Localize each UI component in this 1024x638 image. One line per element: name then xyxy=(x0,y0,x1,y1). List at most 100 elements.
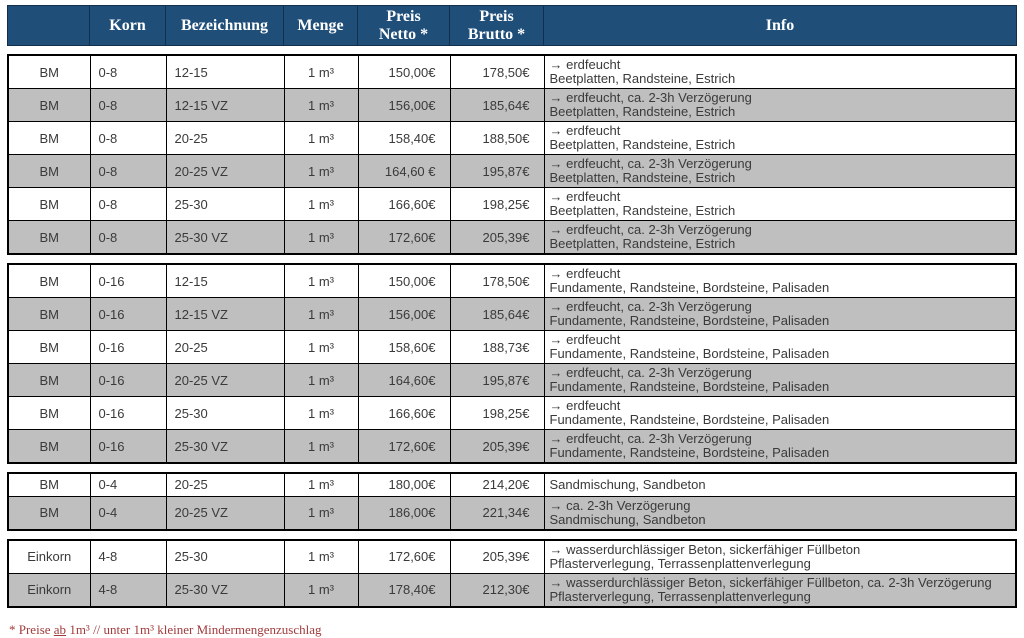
cell-menge: 1 m³ xyxy=(283,396,359,430)
cell-preis-netto: 164,60 € xyxy=(357,154,451,188)
cell-korn: 0-16 xyxy=(89,263,167,298)
cell-menge: 1 m³ xyxy=(283,54,359,89)
cell-sorte: BM xyxy=(7,495,91,530)
cell-preis-brutto: 178,50€ xyxy=(449,263,545,298)
price-group-bm-0-4: BM 0-4 20-25 1 m³ 180,00€ 214,20€ Sandmi… xyxy=(7,472,1017,531)
header-korn: Korn xyxy=(89,5,166,46)
cell-bezeichnung: 25-30 xyxy=(165,187,285,221)
cell-sorte: BM xyxy=(7,297,91,331)
cell-preis-netto: 164,60€ xyxy=(357,363,451,397)
group-rows: BM 0-16 12-15 1 m³ 150,00€ 178,50€ → erd… xyxy=(7,263,1017,464)
cell-bezeichnung: 12-15 xyxy=(165,263,285,298)
cell-menge: 1 m³ xyxy=(283,539,359,574)
price-group-bm-0-8: BM 0-8 12-15 1 m³ 150,00€ 178,50€ → erdf… xyxy=(7,54,1017,255)
cell-info: → wasserdurchlässiger Beton, sickerfähig… xyxy=(543,539,1017,574)
cell-preis-brutto: 195,87€ xyxy=(449,154,545,188)
cell-bezeichnung: 12-15 xyxy=(165,54,285,89)
cell-menge: 1 m³ xyxy=(283,495,359,530)
cell-sorte: BM xyxy=(7,396,91,430)
cell-preis-netto: 180,00€ xyxy=(357,472,451,497)
header-preis-brutto: Preis Brutto * xyxy=(449,5,544,46)
cell-info: → erdfeucht Fundamente, Randsteine, Bord… xyxy=(543,263,1017,298)
cell-bezeichnung: 12-15 VZ xyxy=(165,297,285,331)
cell-preis-brutto: 185,64€ xyxy=(449,88,545,122)
cell-preis-netto: 172,60€ xyxy=(357,220,451,255)
cell-info: → erdfeucht, ca. 2-3h Verzögerung Beetpl… xyxy=(543,220,1017,255)
table-row: Einkorn 4-8 25-30 1 m³ 172,60€ 205,39€ →… xyxy=(7,539,1017,574)
cell-korn: 0-16 xyxy=(89,363,167,397)
group-rows: Einkorn 4-8 25-30 1 m³ 172,60€ 205,39€ →… xyxy=(7,539,1017,607)
cell-info: → erdfeucht Beetplatten, Randsteine, Est… xyxy=(543,121,1017,155)
cell-info: → erdfeucht, ca. 2-3h Verzögerung Beetpl… xyxy=(543,88,1017,122)
cell-info: → erdfeucht Fundamente, Randsteine, Bord… xyxy=(543,396,1017,430)
cell-menge: 1 m³ xyxy=(283,363,359,397)
group-rows: BM 0-4 20-25 1 m³ 180,00€ 214,20€ Sandmi… xyxy=(7,472,1017,530)
cell-info: → erdfeucht, ca. 2-3h Verzögerung Beetpl… xyxy=(543,154,1017,188)
table-row: BM 0-4 20-25 1 m³ 180,00€ 214,20€ Sandmi… xyxy=(7,472,1017,497)
cell-menge: 1 m³ xyxy=(283,121,359,155)
cell-korn: 0-16 xyxy=(89,396,167,430)
cell-preis-netto: 166,60€ xyxy=(357,396,451,430)
price-group-bm-0-16: BM 0-16 12-15 1 m³ 150,00€ 178,50€ → erd… xyxy=(7,263,1017,464)
cell-info: → wasserdurchlässiger Beton, sickerfähig… xyxy=(543,572,1017,607)
cell-korn: 0-4 xyxy=(89,472,167,497)
cell-bezeichnung: 25-30 xyxy=(165,539,285,574)
cell-preis-brutto: 205,39€ xyxy=(449,539,545,574)
cell-bezeichnung: 20-25 xyxy=(165,330,285,364)
cell-preis-brutto: 198,25€ xyxy=(449,396,545,430)
cell-bezeichnung: 25-30 VZ xyxy=(165,429,285,464)
group-rows: BM 0-8 12-15 1 m³ 150,00€ 178,50€ → erdf… xyxy=(7,54,1017,255)
table-row: BM 0-8 25-30 1 m³ 166,60€ 198,25€ → erdf… xyxy=(7,187,1017,221)
cell-info: → erdfeucht, ca. 2-3h Verzögerung Fundam… xyxy=(543,297,1017,331)
cell-preis-brutto: 195,87€ xyxy=(449,363,545,397)
cell-info: Sandmischung, Sandbeton xyxy=(543,472,1017,497)
cell-sorte: BM xyxy=(7,121,91,155)
cell-bezeichnung: 12-15 VZ xyxy=(165,88,285,122)
cell-menge: 1 m³ xyxy=(283,154,359,188)
cell-menge: 1 m³ xyxy=(283,330,359,364)
cell-menge: 1 m³ xyxy=(283,263,359,298)
cell-bezeichnung: 25-30 VZ xyxy=(165,220,285,255)
cell-info: → erdfeucht, ca. 2-3h Verzögerung Fundam… xyxy=(543,429,1017,464)
cell-preis-netto: 156,00€ xyxy=(357,297,451,331)
cell-menge: 1 m³ xyxy=(283,220,359,255)
cell-preis-brutto: 178,50€ xyxy=(449,54,545,89)
cell-korn: 0-8 xyxy=(89,154,167,188)
cell-korn: 0-4 xyxy=(89,495,167,530)
cell-preis-netto: 150,00€ xyxy=(357,263,451,298)
cell-preis-netto: 166,60€ xyxy=(357,187,451,221)
table-row: BM 0-16 25-30 VZ 1 m³ 172,60€ 205,39€ → … xyxy=(7,429,1017,464)
cell-preis-brutto: 185,64€ xyxy=(449,297,545,331)
cell-bezeichnung: 25-30 VZ xyxy=(165,572,285,607)
cell-sorte: Einkorn xyxy=(7,539,91,574)
cell-menge: 1 m³ xyxy=(283,297,359,331)
cell-korn: 0-8 xyxy=(89,220,167,255)
table-row: BM 0-16 20-25 1 m³ 158,60€ 188,73€ → erd… xyxy=(7,330,1017,364)
cell-info: → erdfeucht Beetplatten, Randsteine, Est… xyxy=(543,54,1017,89)
footnote-underlined: ab xyxy=(53,621,67,637)
cell-preis-brutto: 205,39€ xyxy=(449,220,545,255)
cell-sorte: BM xyxy=(7,220,91,255)
header-row: Korn Bezeichnung Menge Preis Netto * Pre… xyxy=(7,5,1017,46)
cell-sorte: BM xyxy=(7,472,91,497)
cell-preis-netto: 178,40€ xyxy=(357,572,451,607)
table-row: BM 0-8 20-25 VZ 1 m³ 164,60 € 195,87€ → … xyxy=(7,154,1017,188)
cell-menge: 1 m³ xyxy=(283,429,359,464)
table-row: BM 0-16 25-30 1 m³ 166,60€ 198,25€ → erd… xyxy=(7,396,1017,430)
footnote-prefix: * Preise xyxy=(9,621,54,637)
table-row: BM 0-8 12-15 VZ 1 m³ 156,00€ 185,64€ → e… xyxy=(7,88,1017,122)
table-row: BM 0-8 20-25 1 m³ 158,40€ 188,50€ → erdf… xyxy=(7,121,1017,155)
price-group-einkorn-4-8: Einkorn 4-8 25-30 1 m³ 172,60€ 205,39€ →… xyxy=(7,538,1017,608)
cell-sorte: BM xyxy=(7,263,91,298)
header-bezeichnung: Bezeichnung xyxy=(165,5,284,46)
cell-sorte: BM xyxy=(7,187,91,221)
cell-menge: 1 m³ xyxy=(283,572,359,607)
cell-korn: 0-16 xyxy=(89,330,167,364)
cell-preis-netto: 172,60€ xyxy=(357,539,451,574)
cell-sorte: BM xyxy=(7,154,91,188)
cell-sorte: Einkorn xyxy=(7,572,91,607)
table-row: BM 0-16 12-15 1 m³ 150,00€ 178,50€ → erd… xyxy=(7,263,1017,298)
price-table-header: Korn Bezeichnung Menge Preis Netto * Pre… xyxy=(7,5,1017,46)
header-preis-netto: Preis Netto * xyxy=(357,5,450,46)
cell-menge: 1 m³ xyxy=(283,187,359,221)
